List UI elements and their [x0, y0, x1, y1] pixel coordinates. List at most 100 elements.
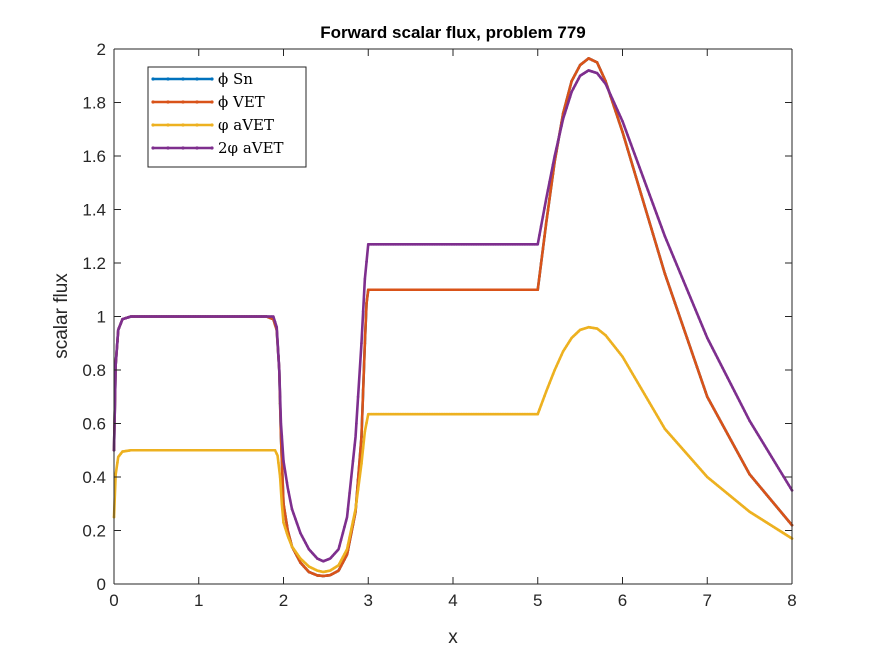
series-marker — [622, 136, 626, 139]
series-marker — [312, 553, 316, 557]
x-tick-label: 6 — [618, 591, 627, 610]
series-marker — [621, 119, 624, 123]
series-marker — [704, 473, 707, 477]
series-marker — [627, 366, 631, 370]
series-marker — [295, 552, 299, 556]
series-marker — [782, 513, 785, 517]
series-marker — [568, 339, 572, 342]
series-marker — [343, 525, 346, 529]
x-tick-label: 2 — [279, 591, 288, 610]
series-marker — [338, 544, 341, 548]
series-marker — [721, 366, 724, 370]
series-marker — [304, 566, 307, 570]
series-marker — [304, 541, 307, 545]
series-marker — [119, 452, 123, 456]
series-marker — [297, 554, 301, 558]
series-marker — [666, 243, 670, 246]
series-marker — [692, 356, 695, 359]
legend-marker — [181, 123, 185, 127]
series-marker — [743, 463, 746, 467]
series-marker — [656, 216, 660, 220]
series-marker — [299, 531, 302, 535]
series-marker — [568, 86, 572, 89]
series-marker — [690, 458, 694, 461]
series-marker — [577, 66, 580, 70]
series-marker — [633, 152, 636, 155]
series-marker — [643, 179, 646, 183]
y-tick-label: 1 — [97, 308, 106, 327]
series-marker — [727, 379, 731, 383]
series-marker — [631, 147, 634, 151]
series-marker — [699, 320, 702, 323]
series-marker — [765, 493, 768, 496]
series-marker — [627, 153, 631, 156]
series-marker — [573, 84, 577, 87]
series-marker — [546, 188, 550, 192]
series-marker — [785, 517, 789, 521]
legend-marker — [166, 77, 170, 81]
series-marker — [704, 390, 707, 394]
series-marker — [555, 147, 558, 150]
series-marker — [773, 461, 777, 464]
series-marker — [766, 495, 770, 498]
series-marker — [653, 238, 657, 241]
series-marker — [556, 361, 560, 364]
series-marker — [726, 432, 729, 436]
series-marker — [561, 117, 565, 120]
legend-marker — [166, 146, 170, 150]
series-marker — [365, 421, 368, 425]
series-marker — [689, 346, 692, 349]
series-marker — [665, 429, 668, 433]
x-axis-label: x — [448, 627, 458, 648]
series-marker — [695, 312, 699, 315]
series-marker — [612, 101, 616, 104]
series-marker — [617, 112, 621, 116]
series-marker — [602, 80, 606, 83]
series-marker — [561, 349, 565, 353]
series-marker — [739, 402, 743, 406]
x-tick-label: 1 — [194, 591, 203, 610]
series-marker — [751, 477, 755, 480]
series-marker — [707, 398, 711, 402]
series-marker — [275, 452, 279, 456]
series-marker — [665, 239, 668, 242]
series-marker — [614, 104, 618, 108]
series-marker — [331, 554, 334, 558]
series-marker — [288, 499, 292, 502]
series-marker — [629, 142, 633, 146]
series-marker — [639, 193, 643, 196]
series-marker — [116, 461, 119, 465]
series-marker — [283, 526, 287, 530]
series-marker — [339, 538, 343, 541]
series-marker — [702, 471, 706, 475]
series-marker — [300, 535, 304, 538]
series-marker — [285, 481, 289, 484]
series-marker — [738, 454, 741, 458]
series-marker — [731, 441, 734, 445]
legend: ϕ Sn ϕ VET φ aVET 2φ aVET — [147, 66, 307, 168]
series-marker — [614, 110, 618, 113]
series-marker — [633, 170, 636, 173]
series-marker — [360, 435, 363, 439]
series-marker — [288, 540, 292, 544]
series-marker — [355, 422, 358, 425]
series-layer — [112, 57, 794, 578]
series-marker — [572, 335, 575, 338]
series-marker — [638, 165, 641, 169]
series-marker — [336, 569, 340, 573]
series-marker — [650, 198, 653, 201]
series-marker — [565, 99, 568, 102]
series-marker — [716, 414, 719, 417]
series-3 — [112, 325, 794, 574]
series-marker — [358, 456, 362, 460]
series-marker — [719, 420, 723, 423]
series-marker — [651, 407, 655, 410]
series-marker — [685, 287, 689, 291]
series-marker — [536, 242, 540, 246]
series-marker — [597, 64, 601, 68]
series-marker — [297, 527, 301, 530]
series-marker — [780, 472, 784, 475]
series-marker — [653, 410, 657, 413]
series-marker — [616, 115, 619, 118]
